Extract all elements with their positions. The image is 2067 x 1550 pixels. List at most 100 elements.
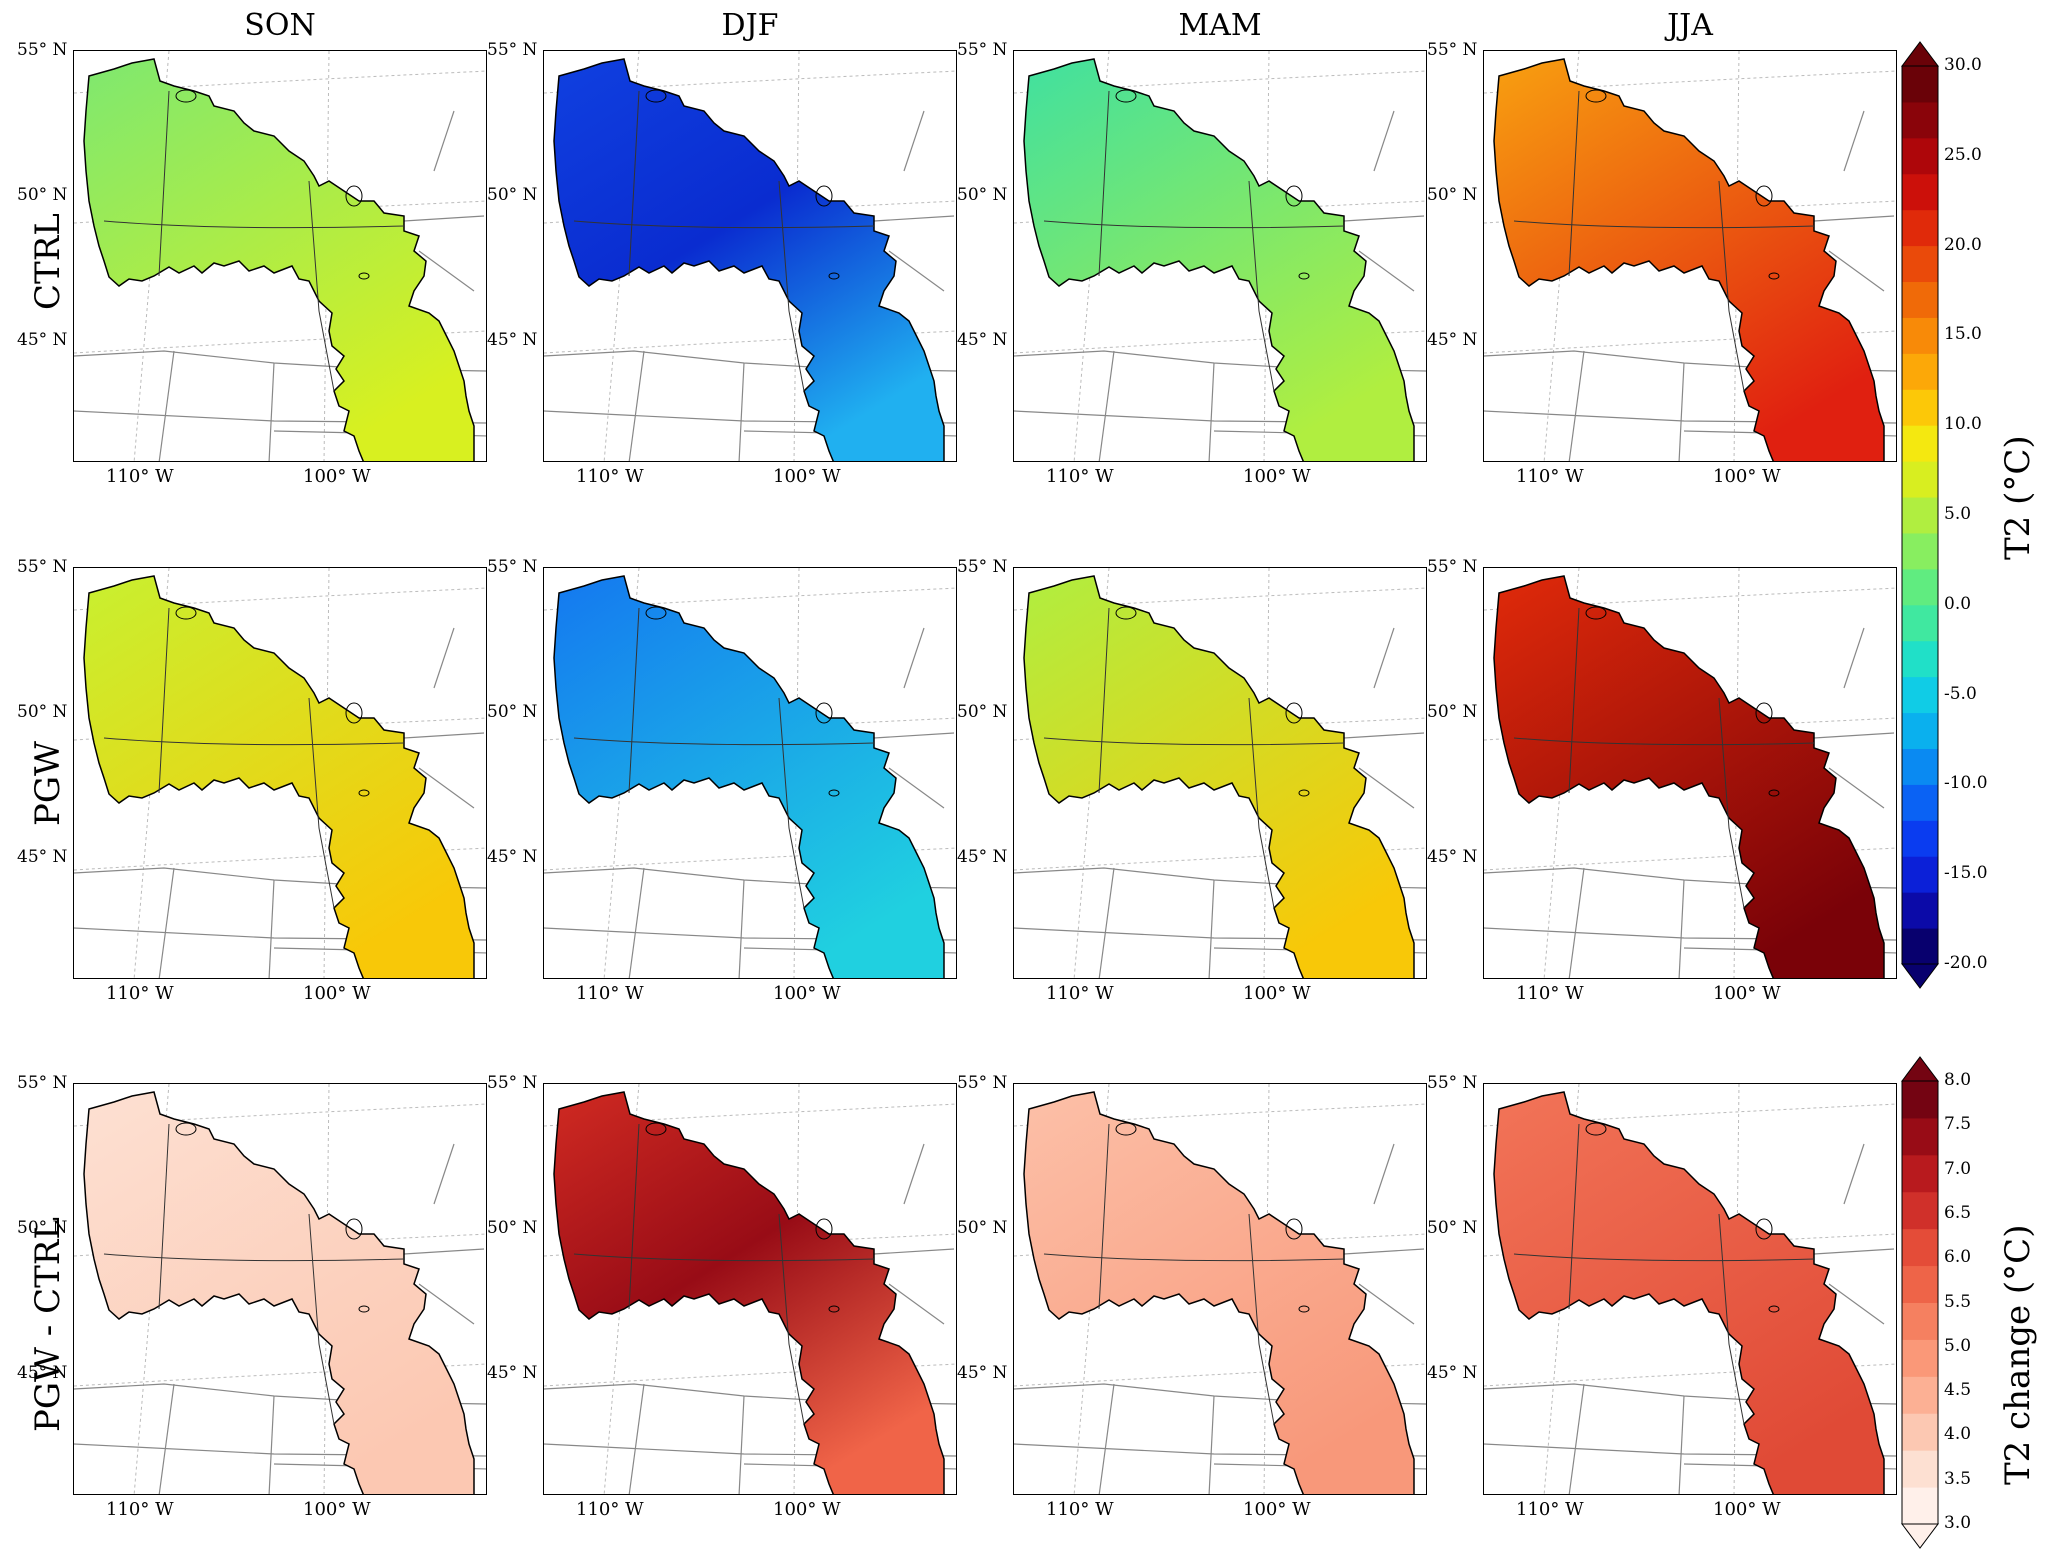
province-boundary: [308, 697, 335, 909]
map-panel-pgw-ctrl-mam: [1013, 1083, 1427, 1495]
boundary-line: [433, 627, 455, 689]
lake-outline: [1298, 789, 1310, 797]
province-boundary: [158, 90, 170, 277]
lake-outline: [1298, 1305, 1310, 1313]
boundary-line: [873, 732, 955, 739]
boundary-line: [1568, 1383, 1585, 1494]
lake-outline: [1755, 702, 1773, 724]
boundary-line: [158, 867, 175, 978]
map-svg: [1484, 51, 1896, 461]
colorbar-t2: 30.0 25.0 20.0 15.0 10.0 5.0 0.0 -5.0 -10.0 -15.0…: [1900, 40, 2040, 990]
province-boundary: [628, 1123, 640, 1310]
province-boundary: [573, 220, 875, 229]
colorbar-t2-title: T2 (°C): [1998, 435, 2038, 560]
boundary-line: [903, 1143, 925, 1205]
boundary-line: [1208, 362, 1215, 461]
lon-label: 110° W: [576, 1499, 644, 1520]
boundary-line: [268, 1395, 275, 1494]
study-region: [83, 575, 475, 978]
lake-outline: [358, 1305, 370, 1313]
colorbar-segment: [1902, 173, 1938, 211]
lat-label: 45° N: [1427, 330, 1478, 350]
colorbar-segment: [1902, 425, 1938, 462]
lat-label: 45° N: [957, 1363, 1008, 1383]
study-region: [1493, 575, 1885, 978]
lat-label: 50° N: [957, 1218, 1008, 1238]
lon-label: 100° W: [303, 466, 371, 487]
colorbar-segment: [1902, 604, 1938, 642]
province-boundary: [778, 180, 805, 392]
colorbar-segment: [1902, 784, 1938, 821]
lake-outline: [1298, 272, 1310, 280]
study-region: [1493, 1091, 1885, 1494]
lat-label: 45° N: [957, 330, 1008, 350]
colorbar-tick-label: 5.0: [1944, 1335, 1972, 1356]
lon-label: 100° W: [773, 983, 841, 1004]
study-region: [1493, 58, 1885, 461]
province-boundary: [573, 1253, 875, 1262]
boundary-line: [1828, 767, 1885, 809]
column-title-son: SON: [244, 8, 316, 43]
boundary-line: [1373, 627, 1395, 689]
province-boundary: [308, 1213, 335, 1425]
lake-outline: [815, 702, 833, 724]
colorbar-segment: [1902, 1117, 1938, 1156]
boundary-line: [1098, 1383, 1115, 1494]
lat-label: 45° N: [1427, 847, 1478, 867]
lake-outline: [1768, 1305, 1780, 1313]
boundary-line: [628, 350, 645, 461]
province-boundary: [1718, 180, 1745, 392]
boundary-line: [1568, 350, 1585, 461]
boundary-line: [158, 350, 175, 461]
lon-label: 100° W: [1713, 983, 1781, 1004]
lat-label: 50° N: [957, 702, 1008, 722]
colorbar-segment: [1902, 1376, 1938, 1414]
lon-label: 110° W: [1516, 983, 1584, 1004]
lat-label: 50° N: [17, 702, 68, 722]
boundary-line: [433, 110, 455, 172]
colorbar-change-gradient: [1901, 1056, 1939, 1549]
colorbar-tick-label: 5.5: [1944, 1291, 1972, 1312]
lake-outline: [828, 789, 840, 797]
lat-label: 45° N: [487, 330, 538, 350]
boundary-line: [628, 1383, 645, 1494]
province-boundary: [1248, 180, 1275, 392]
province-boundary: [628, 90, 640, 277]
colorbar-tick-label: 25.0: [1944, 144, 1982, 165]
graticule-line: [1484, 330, 1896, 354]
boundary-line: [1358, 1283, 1415, 1325]
lat-label: 50° N: [487, 1218, 538, 1238]
colorbar-segment: [1902, 101, 1938, 139]
boundary-line: [1343, 1248, 1425, 1255]
graticule-line: [74, 847, 486, 871]
colorbar-segment: [1902, 1081, 1938, 1119]
map-svg: [74, 568, 486, 978]
map-panel-ctrl-mam: [1013, 50, 1427, 462]
province-boundary: [158, 1123, 170, 1310]
lon-label: 110° W: [1516, 1499, 1584, 1520]
colorbar-segment: [1902, 281, 1938, 318]
study-region: [1023, 1091, 1415, 1494]
lat-label: 45° N: [17, 1363, 68, 1383]
boundary-line: [903, 110, 925, 172]
lat-label: 55° N: [957, 40, 1008, 60]
boundary-line: [1813, 215, 1895, 222]
lat-label: 55° N: [1427, 1073, 1478, 1093]
lon-label: 100° W: [1243, 983, 1311, 1004]
boundary-line: [1828, 250, 1885, 292]
lake-outline: [175, 606, 197, 620]
colorbar-segment: [1902, 1154, 1938, 1193]
colorbar-extend-max: [1901, 1056, 1939, 1082]
colorbar-tick-label: 10.0: [1944, 414, 1982, 435]
lat-label: 45° N: [957, 847, 1008, 867]
lake-outline: [1285, 702, 1303, 724]
province-boundary: [1568, 1123, 1580, 1310]
lon-label: 110° W: [1046, 1499, 1114, 1520]
study-region: [553, 1091, 945, 1494]
colorbar-tick-label: 20.0: [1944, 234, 1982, 255]
boundary-line: [1828, 1283, 1885, 1325]
colorbar-segment: [1902, 1450, 1938, 1488]
boundary-line: [1358, 250, 1415, 292]
lat-label: 55° N: [957, 557, 1008, 577]
graticule-line: [544, 1363, 956, 1387]
